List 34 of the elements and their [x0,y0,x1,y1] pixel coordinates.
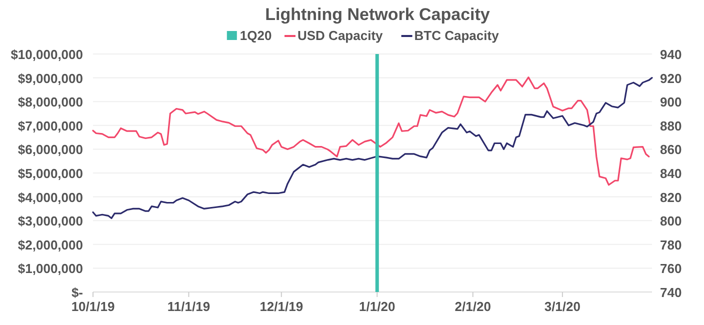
y-tick-label: $9,000,000 [18,70,83,86]
y2-tick-label: 860 [660,142,682,158]
y2-tick-label: 760 [660,261,682,276]
y-tick-label: $5,000,000 [18,166,83,181]
x-tick-label: 1/1/20 [359,299,396,314]
y2-tick-label: 880 [660,118,682,134]
y2-tick-label: 920 [660,70,682,86]
y-tick-label: $3,000,000 [18,214,83,229]
legend-label: USD Capacity [298,28,384,43]
y2-tick-label: 940 [660,47,682,62]
y-tick-label: $4,000,000 [18,190,83,205]
y2-tick-label: 900 [660,94,682,110]
y-tick-label: $7,000,000 [18,118,83,134]
y2-tick-label: 780 [660,237,682,252]
x-tick-label: 3/1/20 [544,299,581,314]
x-tick-label: 11/1/19 [167,299,210,314]
line-series [92,76,650,186]
y-tick-label: $10,000,000 [10,47,83,62]
x-tick-label: 2/1/20 [454,299,491,314]
y2-tick-label: 800 [660,214,682,229]
y-tick-label: $6,000,000 [18,142,83,158]
y2-tick-label: 820 [660,190,682,205]
y-tick-label: $1,000,000 [18,261,83,276]
y-tick-label: $2,000,000 [18,237,83,252]
chart-title: Lightning Network Capacity [265,5,490,24]
line-series [92,77,653,220]
y-tick-label: $- [71,285,83,300]
x-tick-label: 12/1/19 [260,299,304,314]
y2-tick-label: 840 [660,166,682,181]
legend-label: 1Q20 [240,28,272,43]
x-tick-label: 10/1/19 [71,299,115,314]
y-tick-label: $8,000,000 [18,94,83,110]
legend-label: BTC Capacity [414,28,500,43]
y2-tick-label: 740 [660,285,682,300]
